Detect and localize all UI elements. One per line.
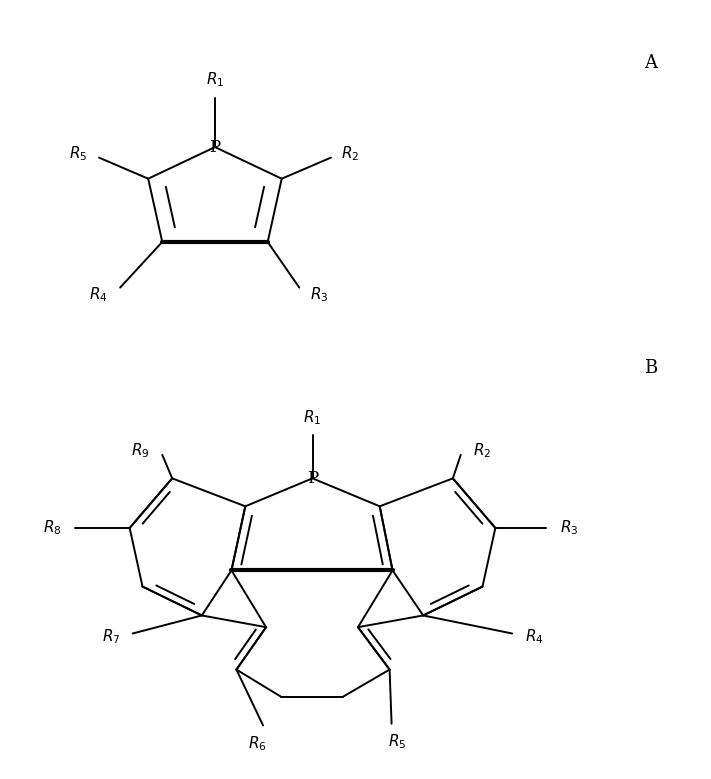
- Text: $R_{3}$: $R_{3}$: [310, 285, 328, 304]
- Text: $R_{1}$: $R_{1}$: [304, 408, 321, 427]
- Text: $R_{6}$: $R_{6}$: [248, 734, 267, 753]
- Text: $R_{5}$: $R_{5}$: [388, 732, 407, 751]
- Text: $R_{5}$: $R_{5}$: [69, 145, 87, 164]
- Text: $R_{7}$: $R_{7}$: [102, 627, 120, 646]
- Text: $R_{4}$: $R_{4}$: [90, 285, 108, 304]
- Text: $R_{4}$: $R_{4}$: [525, 627, 543, 646]
- Text: $R_{9}$: $R_{9}$: [131, 442, 149, 460]
- Text: A: A: [644, 54, 657, 72]
- Text: P: P: [307, 470, 318, 487]
- Text: $R_{8}$: $R_{8}$: [43, 519, 61, 538]
- Text: B: B: [644, 359, 657, 377]
- Text: $R_{2}$: $R_{2}$: [341, 145, 360, 164]
- Text: P: P: [209, 139, 220, 156]
- Text: $R_{1}$: $R_{1}$: [205, 70, 224, 89]
- Text: $R_{2}$: $R_{2}$: [474, 442, 492, 460]
- Text: $R_{3}$: $R_{3}$: [560, 519, 578, 538]
